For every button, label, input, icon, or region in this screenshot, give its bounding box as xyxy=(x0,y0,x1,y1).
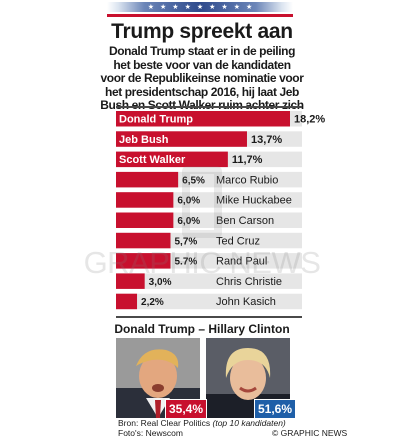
bar-ted-cruz xyxy=(116,232,171,249)
clinton-portrait-icon xyxy=(206,338,290,418)
copyright: © GRAPHIC NEWS xyxy=(210,428,347,438)
bottom-rule xyxy=(116,316,302,318)
candidate-label: Ben Carson xyxy=(216,215,274,227)
subtitle: Donald Trump staat er in de peiling het … xyxy=(100,44,304,113)
top-rule xyxy=(116,106,302,108)
bar-scott-walker xyxy=(116,151,228,168)
bar-ben-carson xyxy=(116,212,174,228)
candidate-label: Ted Cruz xyxy=(216,235,260,247)
watermark-logo xyxy=(182,166,222,238)
candidate-label: Marco Rubio xyxy=(216,174,278,186)
bar-jeb-bush xyxy=(116,131,247,147)
value-label: 5,7% xyxy=(174,236,197,247)
candidate-label: Chris Christie xyxy=(216,276,282,288)
value-label: 5.7% xyxy=(174,257,197,268)
value-label: 6,0% xyxy=(177,216,200,227)
bar-chris-christie xyxy=(116,273,145,289)
candidate-label: Rand Paul xyxy=(216,256,267,268)
copyright-text: © GRAPHIC NEWS xyxy=(272,428,348,438)
bar-john-kasich xyxy=(116,293,138,310)
value-label: 6,0% xyxy=(177,196,200,207)
us-flag-banner: ★ ★ ★ ★ ★ ★ ★ ★ ★ xyxy=(107,2,293,20)
candidate-label: Scott Walker xyxy=(119,154,186,166)
bar-mike-huckabee xyxy=(116,192,174,208)
candidate-label: Donald Trump xyxy=(119,114,193,126)
trump-percentage: 35,4% xyxy=(165,399,208,419)
bar-donald-trump xyxy=(116,111,290,127)
value-label: 11,7% xyxy=(232,154,263,166)
candidate-label: John Kasich xyxy=(216,296,276,308)
candidate-label: Jeb Bush xyxy=(119,134,169,146)
headtohead-title: Donald Trump – Hillary Clinton xyxy=(114,322,290,336)
value-label: 2,2% xyxy=(141,297,164,308)
value-label: 6,5% xyxy=(182,175,205,186)
bar-track xyxy=(116,273,302,289)
value-label: 3,0% xyxy=(149,277,172,288)
flag-stars-icon: ★ ★ ★ ★ ★ ★ ★ ★ ★ xyxy=(107,2,293,12)
watermark-text: GRAPHIC NEWS xyxy=(83,245,321,280)
value-label: 18,2% xyxy=(294,114,325,126)
value-label: 13,7% xyxy=(251,134,282,146)
source-note: (top 10 kandidaten) xyxy=(212,418,286,428)
source-text: Bron: Real Clear Politics xyxy=(118,418,211,428)
poll-bar-chart: Donald Trump 18,2% Jeb Bush 13,7% Scott Walk… xyxy=(116,111,325,310)
candidate-label: Mike Huckabee xyxy=(216,195,292,207)
trump-portrait-icon xyxy=(116,338,200,418)
bar-marco-rubio xyxy=(116,171,179,188)
source-line: Bron: Real Clear Politics (top 10 kandid… xyxy=(118,418,286,428)
photo-credit: Foto's: Newscom xyxy=(118,428,183,438)
page-title: Trump spreekt aan xyxy=(111,20,293,43)
bar-track xyxy=(116,293,302,310)
bar-rand-paul xyxy=(116,253,171,269)
clinton-percentage: 51,6% xyxy=(254,399,297,419)
